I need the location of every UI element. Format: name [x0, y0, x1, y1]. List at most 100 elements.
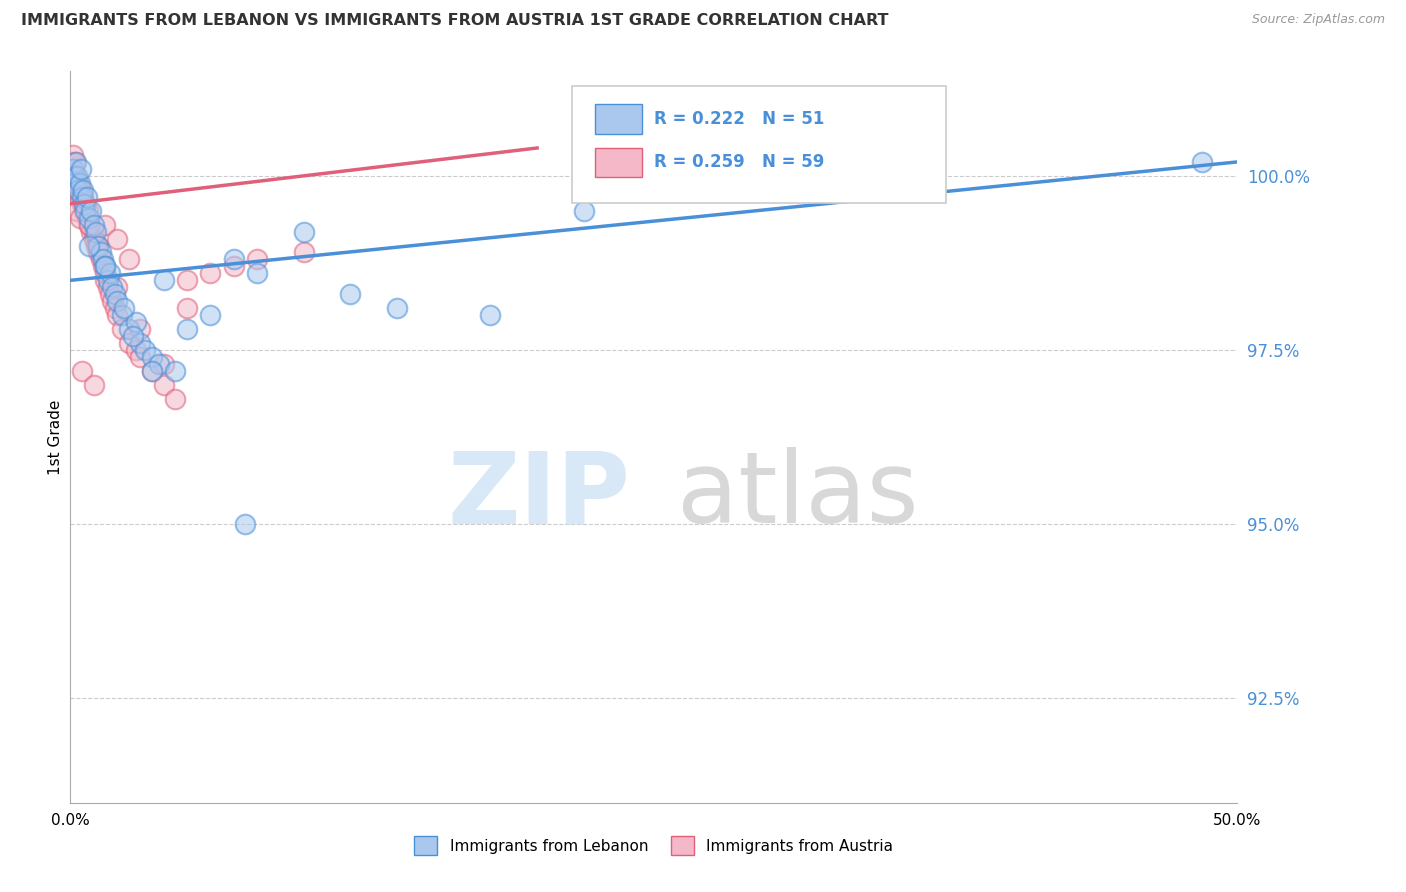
Point: [69, 211, 91, 225]
Point: [94, 218, 117, 232]
Point: [84, 238, 107, 252]
Point: [1191, 155, 1213, 169]
Point: [385, 301, 408, 316]
Point: [339, 287, 361, 301]
Point: [118, 252, 141, 267]
Point: [129, 322, 152, 336]
Point: [111, 322, 134, 336]
Point: [83, 377, 105, 392]
Point: [73, 196, 96, 211]
Point: [76, 190, 98, 204]
Point: [73, 203, 96, 218]
Point: [124, 343, 146, 357]
Point: [152, 273, 174, 287]
Point: [60, 155, 83, 169]
Point: [91, 252, 114, 267]
Point: [90, 245, 112, 260]
Point: [75, 196, 97, 211]
Point: [63, 155, 86, 169]
Text: IMMIGRANTS FROM LEBANON VS IMMIGRANTS FROM AUSTRIA 1ST GRADE CORRELATION CHART: IMMIGRANTS FROM LEBANON VS IMMIGRANTS FR…: [21, 13, 889, 29]
Text: atlas: atlas: [678, 447, 918, 544]
Point: [152, 377, 174, 392]
Point: [129, 336, 152, 351]
Point: [152, 357, 174, 371]
Point: [101, 280, 124, 294]
Point: [63, 176, 86, 190]
Point: [105, 231, 128, 245]
Point: [77, 238, 100, 252]
Point: [111, 308, 134, 322]
Point: [66, 183, 89, 197]
Point: [65, 169, 87, 183]
Point: [141, 350, 163, 364]
Point: [246, 266, 269, 280]
Point: [165, 364, 187, 378]
Point: [176, 301, 198, 316]
Point: [104, 287, 127, 301]
Point: [87, 238, 110, 252]
Point: [69, 183, 91, 197]
Point: [77, 211, 100, 225]
Point: [63, 176, 86, 190]
Point: [176, 273, 198, 287]
Point: [83, 225, 105, 239]
Point: [572, 203, 595, 218]
Point: [148, 357, 170, 371]
Text: Source: ZipAtlas.com: Source: ZipAtlas.com: [1251, 13, 1385, 27]
Point: [292, 245, 315, 260]
Point: [200, 308, 222, 322]
Point: [134, 343, 156, 357]
Point: [70, 364, 93, 378]
Point: [124, 315, 146, 329]
Point: [90, 252, 112, 267]
Point: [105, 308, 128, 322]
Point: [122, 329, 145, 343]
Point: [479, 308, 502, 322]
Point: [97, 280, 120, 294]
Point: [72, 190, 94, 204]
Point: [91, 260, 114, 274]
Point: [112, 301, 135, 316]
Y-axis label: 1st Grade: 1st Grade: [48, 400, 63, 475]
Point: [72, 183, 94, 197]
Point: [246, 252, 269, 267]
Point: [98, 266, 121, 280]
Point: [83, 218, 105, 232]
Point: [77, 218, 100, 232]
Point: [62, 148, 84, 162]
Point: [105, 294, 128, 309]
Point: [98, 287, 121, 301]
Point: [62, 169, 84, 183]
Point: [94, 260, 117, 274]
Point: [67, 183, 90, 197]
Point: [200, 266, 222, 280]
Point: [141, 364, 163, 378]
Point: [141, 364, 163, 378]
Point: [87, 245, 110, 260]
Point: [94, 273, 117, 287]
Point: [118, 336, 141, 351]
Point: [69, 161, 91, 176]
Point: [80, 225, 103, 239]
Point: [104, 301, 127, 316]
Point: [76, 211, 98, 225]
Point: [69, 190, 91, 204]
Point: [94, 260, 117, 274]
Point: [105, 280, 128, 294]
Point: [65, 155, 87, 169]
Point: [87, 238, 110, 252]
Point: [84, 225, 107, 239]
Point: [67, 176, 90, 190]
Point: [129, 350, 152, 364]
Bar: [596, 104, 643, 134]
Point: [77, 218, 100, 232]
Point: [292, 225, 315, 239]
Point: [66, 203, 89, 218]
Point: [62, 169, 84, 183]
Point: [222, 252, 245, 267]
Text: R = 0.222   N = 51: R = 0.222 N = 51: [654, 110, 824, 128]
Point: [73, 196, 96, 211]
Point: [165, 392, 187, 406]
Point: [66, 169, 89, 183]
FancyBboxPatch shape: [572, 86, 945, 203]
